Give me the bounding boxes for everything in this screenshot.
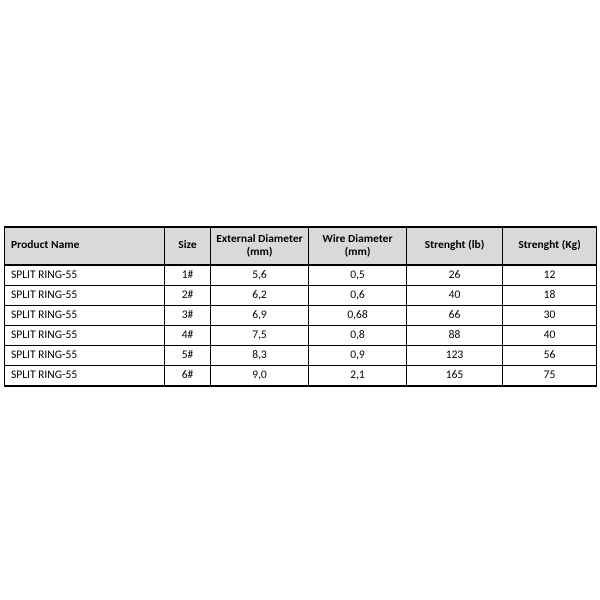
cell-ext-diameter: 6,2 (211, 286, 309, 306)
cell-size: 5# (165, 346, 211, 366)
header-row: Product Name Size External Diameter (mm)… (5, 227, 597, 265)
table-head: Product Name Size External Diameter (mm)… (5, 227, 597, 265)
cell-wire-diameter: 0,6 (309, 286, 407, 306)
table-row: SPLIT RING-55 6# 9,0 2,1 165 75 (5, 366, 597, 387)
cell-strength-lb: 40 (407, 286, 503, 306)
cell-strength-kg: 75 (503, 366, 597, 387)
cell-strength-lb: 88 (407, 326, 503, 346)
cell-product-name: SPLIT RING-55 (5, 366, 165, 387)
cell-strength-kg: 30 (503, 306, 597, 326)
cell-wire-diameter: 0,9 (309, 346, 407, 366)
cell-size: 4# (165, 326, 211, 346)
header-strength-kg: Strenght (Kg) (503, 227, 597, 265)
cell-wire-diameter: 0,5 (309, 265, 407, 286)
cell-ext-diameter: 5,6 (211, 265, 309, 286)
spec-table-wrap: Product Name Size External Diameter (mm)… (4, 226, 596, 387)
table-row: SPLIT RING-55 2# 6,2 0,6 40 18 (5, 286, 597, 306)
cell-product-name: SPLIT RING-55 (5, 346, 165, 366)
cell-strength-lb: 66 (407, 306, 503, 326)
header-size: Size (165, 227, 211, 265)
cell-wire-diameter: 0,68 (309, 306, 407, 326)
cell-strength-lb: 26 (407, 265, 503, 286)
cell-product-name: SPLIT RING-55 (5, 265, 165, 286)
cell-product-name: SPLIT RING-55 (5, 306, 165, 326)
cell-strength-lb: 123 (407, 346, 503, 366)
cell-ext-diameter: 7,5 (211, 326, 309, 346)
cell-wire-diameter: 2,1 (309, 366, 407, 387)
cell-strength-kg: 40 (503, 326, 597, 346)
cell-wire-diameter: 0,8 (309, 326, 407, 346)
cell-strength-kg: 18 (503, 286, 597, 306)
cell-strength-kg: 12 (503, 265, 597, 286)
spec-table: Product Name Size External Diameter (mm)… (4, 226, 597, 387)
cell-size: 3# (165, 306, 211, 326)
header-wire-diameter: Wire Diameter (mm) (309, 227, 407, 265)
table-body: SPLIT RING-55 1# 5,6 0,5 26 12 SPLIT RIN… (5, 265, 597, 386)
cell-ext-diameter: 8,3 (211, 346, 309, 366)
header-ext-diameter: External Diameter (mm) (211, 227, 309, 265)
header-strength-lb: Strenght (lb) (407, 227, 503, 265)
cell-size: 1# (165, 265, 211, 286)
header-product-name: Product Name (5, 227, 165, 265)
cell-size: 6# (165, 366, 211, 387)
cell-product-name: SPLIT RING-55 (5, 286, 165, 306)
cell-strength-lb: 165 (407, 366, 503, 387)
cell-size: 2# (165, 286, 211, 306)
cell-product-name: SPLIT RING-55 (5, 326, 165, 346)
page: Product Name Size External Diameter (mm)… (0, 0, 600, 600)
cell-ext-diameter: 6,9 (211, 306, 309, 326)
cell-ext-diameter: 9,0 (211, 366, 309, 387)
table-row: SPLIT RING-55 1# 5,6 0,5 26 12 (5, 265, 597, 286)
cell-strength-kg: 56 (503, 346, 597, 366)
table-row: SPLIT RING-55 5# 8,3 0,9 123 56 (5, 346, 597, 366)
table-row: SPLIT RING-55 3# 6,9 0,68 66 30 (5, 306, 597, 326)
table-row: SPLIT RING-55 4# 7,5 0,8 88 40 (5, 326, 597, 346)
